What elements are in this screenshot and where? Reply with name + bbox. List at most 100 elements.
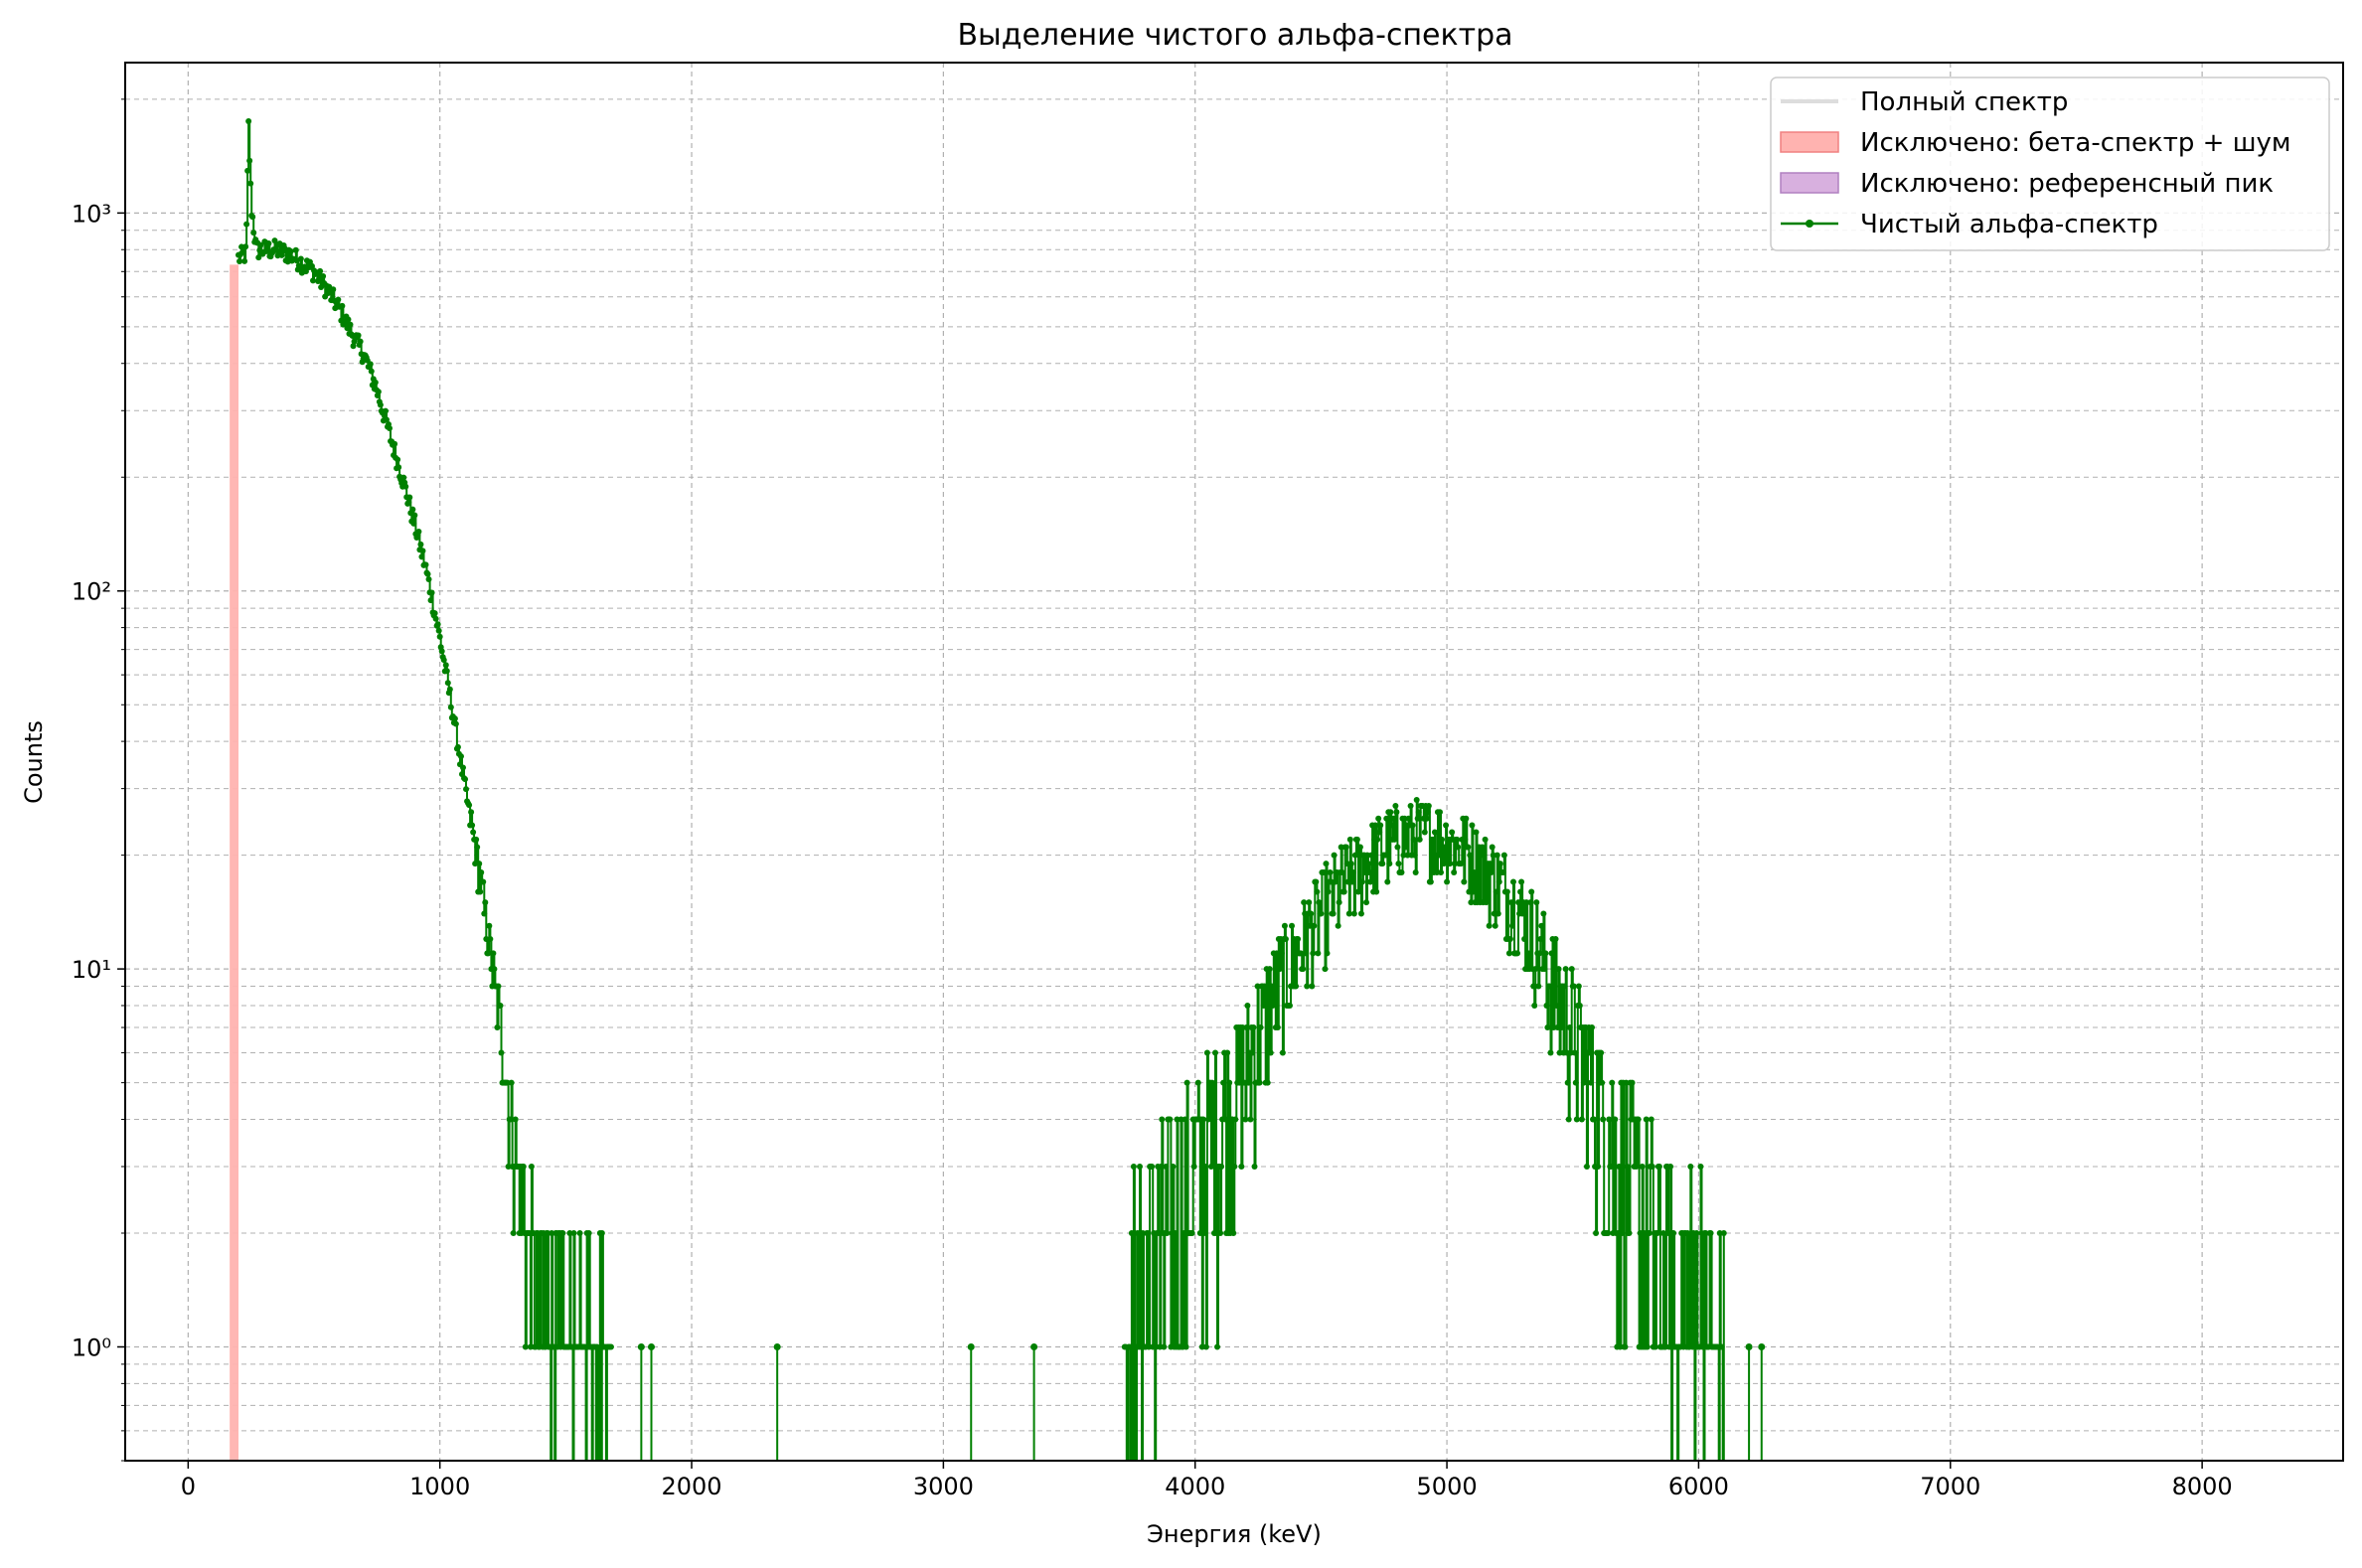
data-point bbox=[457, 753, 464, 760]
data-point bbox=[1245, 1079, 1252, 1086]
plot-frame bbox=[124, 62, 2344, 1462]
data-point bbox=[1409, 822, 1416, 829]
data-point bbox=[1639, 1164, 1646, 1171]
data-point bbox=[1348, 878, 1355, 885]
data-point bbox=[1591, 1116, 1598, 1123]
data-point bbox=[1449, 829, 1456, 836]
data-point bbox=[487, 936, 494, 943]
data-point bbox=[1207, 1164, 1214, 1171]
data-point bbox=[1575, 983, 1582, 990]
data-point bbox=[1469, 822, 1476, 829]
data-point bbox=[1232, 1116, 1239, 1123]
data-point bbox=[1653, 1229, 1660, 1236]
data-point bbox=[1271, 983, 1278, 990]
data-point bbox=[1542, 950, 1549, 957]
data-point bbox=[1633, 1164, 1640, 1171]
data-point bbox=[1405, 815, 1412, 822]
data-point bbox=[1439, 836, 1446, 843]
data-point bbox=[1667, 1164, 1674, 1171]
data-point bbox=[1538, 922, 1545, 929]
data-point bbox=[1376, 829, 1383, 836]
data-point bbox=[1509, 878, 1516, 885]
data-point bbox=[1506, 936, 1513, 943]
data-point bbox=[1619, 1229, 1626, 1236]
legend-box bbox=[1770, 77, 2330, 251]
data-point bbox=[357, 338, 364, 345]
data-point bbox=[1465, 844, 1472, 851]
data-point bbox=[474, 844, 481, 851]
data-point bbox=[1161, 1343, 1168, 1350]
data-point bbox=[1488, 869, 1495, 876]
data-point bbox=[1303, 950, 1310, 957]
data-point bbox=[409, 506, 416, 513]
data-point bbox=[1565, 1116, 1572, 1123]
isolated-point bbox=[1030, 1342, 1038, 1350]
data-point bbox=[1382, 852, 1389, 859]
data-point bbox=[1310, 950, 1317, 957]
data-point bbox=[1167, 1116, 1174, 1123]
data-point bbox=[1363, 899, 1370, 906]
data-point bbox=[247, 180, 254, 187]
data-point bbox=[1136, 1164, 1143, 1171]
data-point bbox=[436, 633, 443, 640]
data-point bbox=[1412, 869, 1419, 876]
data-point bbox=[1379, 861, 1386, 867]
data-point bbox=[446, 686, 453, 693]
data-point bbox=[1600, 1116, 1607, 1123]
data-point bbox=[570, 1229, 577, 1236]
data-point bbox=[1543, 1002, 1550, 1009]
data-point bbox=[1532, 966, 1539, 973]
data-point bbox=[1322, 966, 1329, 973]
data-point bbox=[1486, 922, 1493, 929]
data-point bbox=[1149, 1164, 1156, 1171]
data-point bbox=[1537, 936, 1544, 943]
data-point bbox=[1525, 950, 1532, 957]
data-point bbox=[394, 456, 401, 463]
data-point bbox=[1530, 983, 1537, 990]
data-point bbox=[1548, 950, 1555, 957]
data-point bbox=[1314, 888, 1321, 895]
data-point bbox=[1243, 1024, 1250, 1031]
data-point bbox=[1576, 1002, 1583, 1009]
data-point bbox=[345, 316, 352, 323]
data-point bbox=[375, 389, 382, 395]
data-point bbox=[435, 627, 442, 634]
data-point bbox=[1222, 1116, 1229, 1123]
data-point bbox=[1609, 1079, 1616, 1086]
chart-title: Выделение чистого альфа-спектра bbox=[957, 18, 1512, 53]
data-point bbox=[1342, 844, 1349, 851]
data-point bbox=[406, 494, 413, 501]
data-point bbox=[1324, 950, 1331, 957]
data-point bbox=[1163, 1164, 1170, 1171]
data-point bbox=[1648, 1116, 1654, 1123]
data-point bbox=[1687, 1164, 1694, 1171]
data-point bbox=[1278, 950, 1285, 957]
data-point bbox=[1540, 910, 1547, 917]
legend-handle-patch bbox=[1780, 131, 1839, 153]
data-point bbox=[1350, 910, 1357, 917]
data-point bbox=[1552, 936, 1559, 943]
data-point bbox=[576, 1229, 583, 1236]
data-point bbox=[1200, 1229, 1207, 1236]
data-point bbox=[1190, 1164, 1197, 1171]
data-point bbox=[240, 248, 247, 255]
data-point bbox=[480, 878, 487, 885]
data-point bbox=[1357, 910, 1364, 917]
data-point bbox=[1454, 836, 1461, 843]
data-point bbox=[438, 648, 445, 655]
isolated-point bbox=[773, 1342, 781, 1350]
data-point bbox=[1414, 815, 1421, 822]
data-point bbox=[477, 888, 484, 895]
y-tick-label: 10¹ bbox=[72, 956, 111, 984]
data-point bbox=[1518, 878, 1525, 885]
data-point bbox=[419, 548, 426, 554]
data-point bbox=[1500, 852, 1507, 859]
data-point bbox=[462, 776, 469, 783]
data-point bbox=[1551, 983, 1558, 990]
data-point bbox=[1473, 829, 1480, 836]
data-point bbox=[1499, 869, 1506, 876]
data-point bbox=[1447, 861, 1454, 867]
data-point bbox=[405, 499, 412, 506]
data-point bbox=[1170, 1164, 1177, 1171]
data-point bbox=[1345, 910, 1352, 917]
